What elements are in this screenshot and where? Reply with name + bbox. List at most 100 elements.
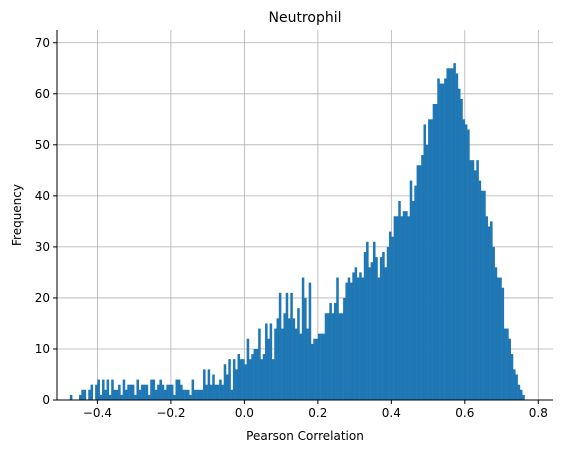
histogram-bar: [409, 180, 413, 400]
histogram-bar: [122, 379, 126, 400]
histogram-bar: [389, 231, 392, 400]
histogram-bar: [333, 303, 337, 400]
histogram-bar: [157, 384, 160, 400]
histogram-bar: [216, 384, 220, 400]
histogram-bar: [244, 364, 247, 400]
histogram-bar: [242, 359, 245, 400]
histogram-bar: [97, 379, 100, 400]
histogram-bar: [506, 328, 509, 400]
histogram-bar: [104, 389, 107, 400]
histogram-bar: [209, 384, 213, 400]
histogram-bar: [469, 160, 472, 400]
histogram-bar: [255, 348, 259, 400]
histogram-bar: [414, 185, 417, 400]
histogram-bar: [113, 389, 117, 400]
histogram-bar: [127, 384, 130, 400]
x-tick-label: −0.2: [156, 406, 185, 420]
histogram-bar: [106, 379, 110, 400]
histogram-bar: [444, 78, 447, 400]
histogram-bar: [308, 282, 312, 400]
histogram-bar: [324, 313, 328, 400]
histogram-bar: [418, 165, 422, 400]
histogram-bar: [138, 389, 142, 400]
histogram-bar: [320, 333, 323, 400]
y-tick-label: 40: [35, 189, 50, 203]
histogram-bar: [315, 338, 319, 400]
x-tick-label: 0.0: [235, 406, 254, 420]
histogram-bar: [343, 297, 346, 400]
histogram-bar: [345, 282, 348, 400]
histogram-bar: [492, 246, 495, 400]
histogram-bar: [170, 384, 174, 400]
histogram-bar: [136, 379, 139, 400]
histogram-bar: [338, 313, 342, 400]
histogram-bar: [159, 379, 162, 400]
histogram-bar: [111, 379, 114, 400]
histogram-bar: [267, 338, 270, 400]
histogram-bar: [69, 394, 73, 400]
histogram-bar: [274, 328, 277, 400]
histogram-bar: [519, 389, 523, 400]
histogram-bar: [306, 328, 309, 400]
histogram-bar: [129, 384, 133, 400]
histogram-bar: [386, 246, 390, 400]
y-tick-label: 20: [35, 291, 50, 305]
histogram-bar: [398, 200, 401, 400]
histogram-bar: [363, 252, 367, 400]
histogram-bar: [464, 124, 468, 401]
histogram-bar: [354, 267, 358, 400]
y-tick-label: 70: [35, 36, 50, 50]
histogram-bar: [400, 216, 404, 400]
histogram-bar: [200, 389, 204, 400]
histogram-bar: [186, 389, 190, 400]
histogram-bar: [487, 226, 491, 400]
histogram-bar: [246, 338, 250, 400]
y-tick-label: 10: [35, 342, 50, 356]
histogram-bar: [499, 277, 502, 400]
histogram-bar: [432, 104, 436, 400]
histogram-bar: [336, 277, 339, 400]
histogram-bar: [485, 216, 489, 400]
histogram-bar: [79, 394, 82, 400]
histogram-bar: [292, 318, 296, 400]
histogram-bar: [248, 359, 252, 400]
histogram-bar: [370, 262, 374, 400]
histogram-bar: [175, 379, 179, 400]
histogram-bar: [95, 384, 98, 400]
histogram-bar: [258, 328, 261, 400]
histogram-bar: [329, 303, 332, 400]
histogram-bar: [173, 394, 176, 400]
histogram-bar: [347, 277, 351, 400]
histogram-bar: [412, 200, 415, 400]
histogram-bar: [425, 144, 429, 400]
ticks-layer: −0.4 −0.2 0.0 0.2 0.4 0.6 0.8 0 10 20 30 40 50 60 70: [35, 36, 548, 420]
histogram-bar: [262, 354, 266, 400]
histogram-bar: [480, 190, 484, 400]
histogram-bar: [145, 384, 149, 400]
histogram-bar: [510, 354, 514, 400]
x-tick-label: −0.4: [83, 406, 112, 420]
histogram-bar: [428, 119, 431, 400]
histogram-bar: [322, 333, 325, 400]
histogram-bar: [423, 124, 427, 401]
histogram-bar: [366, 241, 369, 400]
histogram-bar: [90, 384, 94, 400]
y-tick-label: 50: [35, 138, 50, 152]
histogram-bar: [115, 389, 119, 400]
x-axis-label: Pearson Correlation: [246, 429, 364, 443]
histogram-bar: [265, 323, 268, 400]
histogram-bar: [462, 119, 466, 400]
histogram-bar: [515, 374, 518, 400]
y-tick-label: 0: [42, 393, 50, 407]
histogram-bar: [434, 104, 438, 400]
histogram-bar: [304, 297, 307, 400]
histogram-bar: [150, 379, 153, 400]
histogram-bar: [503, 328, 507, 400]
y-axis-label: Frequency: [10, 184, 24, 246]
histogram-bar: [251, 354, 254, 400]
histogram-bar: [154, 389, 158, 400]
histogram-bar: [152, 379, 156, 400]
histogram-bar: [134, 394, 137, 400]
histogram-bar: [189, 394, 192, 400]
